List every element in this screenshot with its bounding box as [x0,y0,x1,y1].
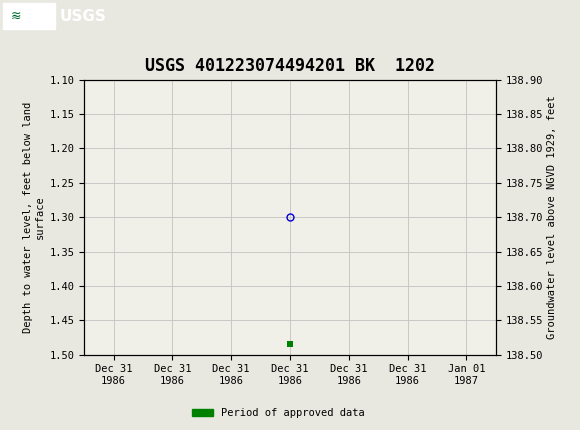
Bar [3,3,55,29]
Text: USGS: USGS [60,9,107,24]
Y-axis label: Groundwater level above NGVD 1929, feet: Groundwater level above NGVD 1929, feet [548,95,557,339]
Y-axis label: Depth to water level, feet below land
surface: Depth to water level, feet below land su… [23,101,45,333]
Legend: Period of approved data: Period of approved data [188,404,369,423]
Text: ≋: ≋ [10,9,21,23]
Title: USGS 401223074494201 BK  1202: USGS 401223074494201 BK 1202 [145,57,435,75]
